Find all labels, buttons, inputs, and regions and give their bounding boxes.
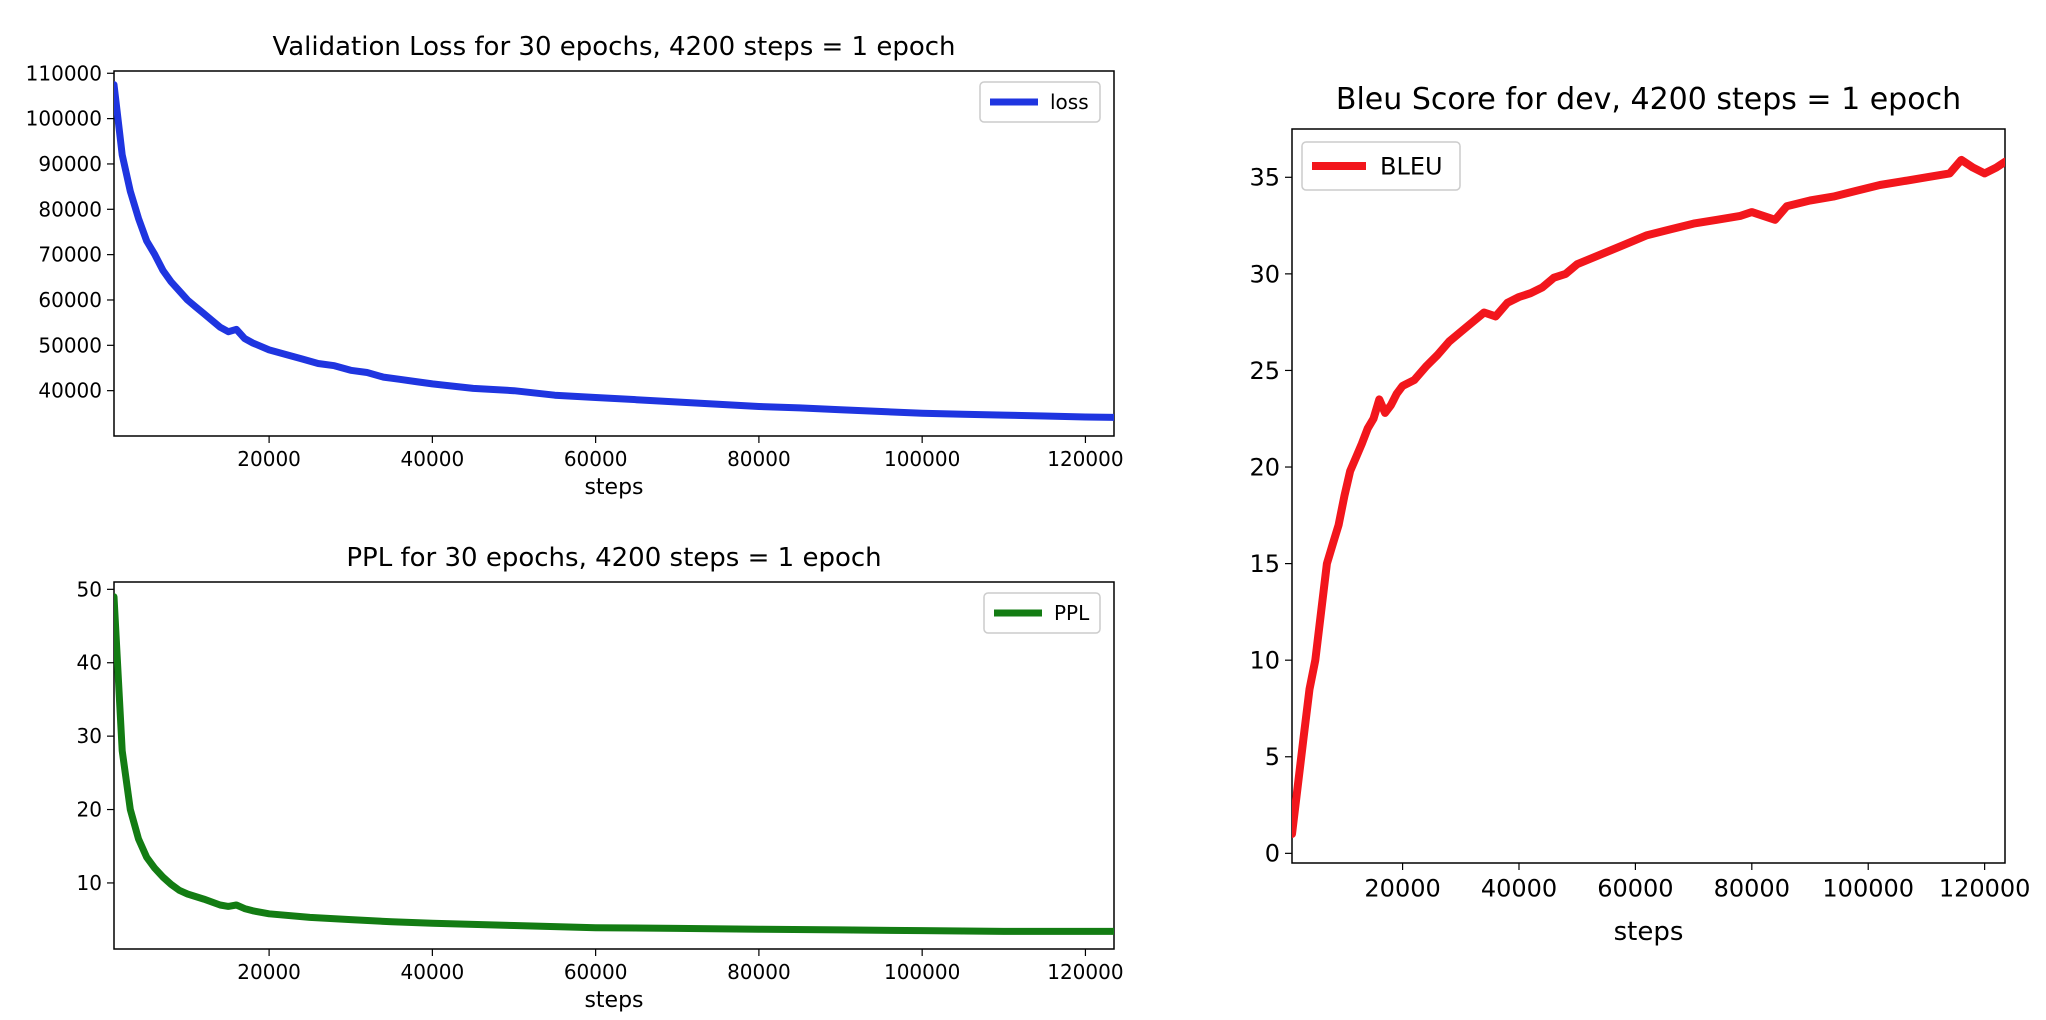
y-tick-label: 40000 <box>38 379 102 403</box>
x-tick-label: 80000 <box>727 960 791 984</box>
chart-3: Bleu Score for dev, 4200 steps = 1 epoch… <box>1249 82 2030 947</box>
plot-frame <box>113 581 1115 950</box>
x-tick-label: 120000 <box>1939 875 2031 903</box>
x-tick-label: 80000 <box>727 447 791 471</box>
y-tick-label: 40 <box>77 651 102 675</box>
x-tick-label: 100000 <box>884 447 960 471</box>
plot-frame <box>113 70 1115 437</box>
chart-title: PPL for 30 epochs, 4200 steps = 1 epoch <box>346 543 881 573</box>
x-axis-label: steps <box>584 475 643 500</box>
chart-title: Validation Loss for 30 epochs, 4200 step… <box>272 32 955 62</box>
chart-1: Validation Loss for 30 epochs, 4200 step… <box>26 32 1124 500</box>
legend: loss <box>979 81 1101 123</box>
series-line-bleu <box>1292 155 2005 838</box>
series-line-loss <box>114 81 1114 421</box>
y-tick-label: 90000 <box>38 152 102 176</box>
y-tick-label: 100000 <box>26 107 102 131</box>
chart-title: Bleu Score for dev, 4200 steps = 1 epoch <box>1336 82 1961 117</box>
series-line-ppl <box>114 593 1114 935</box>
y-tick-label: 80000 <box>38 197 102 221</box>
y-tick-label: 10 <box>77 871 102 895</box>
x-tick-label: 60000 <box>564 960 628 984</box>
y-tick-label: 50 <box>77 577 102 601</box>
legend: BLEU <box>1301 141 1461 191</box>
y-tick-label: 30 <box>1249 260 1280 288</box>
x-tick-label: 80000 <box>1714 875 1790 903</box>
chart-2: PPL for 30 epochs, 4200 steps = 1 epoch 2… <box>77 543 1124 1013</box>
x-axis-label: steps <box>1614 917 1684 947</box>
legend-label: BLEU <box>1380 152 1443 180</box>
x-tick-label: 60000 <box>1597 875 1673 903</box>
x-tick-label: 20000 <box>1364 875 1440 903</box>
plot-frame <box>1291 128 2006 864</box>
legend-label: PPL <box>1054 601 1090 625</box>
legend: PPL <box>983 592 1101 634</box>
y-tick-label: 0 <box>1265 840 1280 868</box>
x-tick-label: 40000 <box>401 447 465 471</box>
y-tick-label: 30 <box>77 724 102 748</box>
x-axis-label: steps <box>584 988 643 1013</box>
y-tick-label: 25 <box>1249 357 1280 385</box>
x-tick-label: 100000 <box>1822 875 1914 903</box>
y-tick-label: 5 <box>1265 743 1280 771</box>
y-tick-label: 10 <box>1249 647 1280 675</box>
y-tick-label: 35 <box>1249 164 1280 192</box>
legend-box <box>979 81 1101 123</box>
x-tick-label: 120000 <box>1047 447 1123 471</box>
x-tick-label: 20000 <box>237 447 301 471</box>
y-tick-label: 20 <box>77 798 102 822</box>
y-tick-label: 20 <box>1249 453 1280 481</box>
y-tick-label: 70000 <box>38 243 102 267</box>
x-tick-label: 40000 <box>1481 875 1557 903</box>
y-tick-label: 60000 <box>38 288 102 312</box>
y-tick-label: 50000 <box>38 333 102 357</box>
x-tick-label: 60000 <box>564 447 628 471</box>
y-tick-label: 15 <box>1249 550 1280 578</box>
x-tick-label: 120000 <box>1047 960 1123 984</box>
x-tick-label: 20000 <box>237 960 301 984</box>
legend-label: loss <box>1050 90 1089 114</box>
x-tick-label: 40000 <box>401 960 465 984</box>
y-tick-label: 110000 <box>26 61 102 85</box>
legend-box <box>1301 141 1461 191</box>
x-tick-label: 100000 <box>884 960 960 984</box>
